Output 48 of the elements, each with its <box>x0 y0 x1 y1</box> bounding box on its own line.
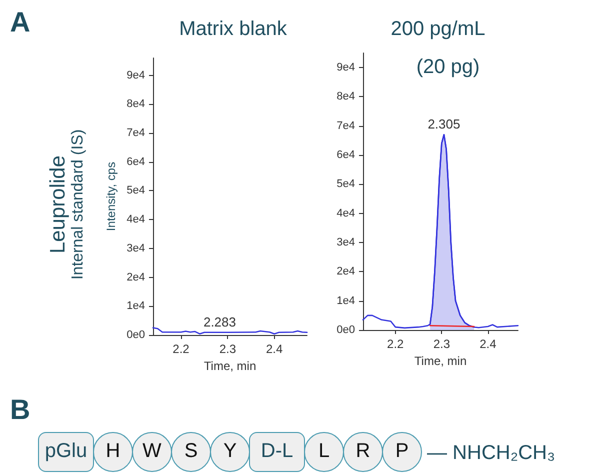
y-tick-label: 7e4 <box>336 120 355 132</box>
y-tick-label: 3e4 <box>126 242 145 254</box>
text: L <box>317 440 331 463</box>
x-axis-title: Time, min <box>414 354 467 368</box>
y-tick-label: 9e4 <box>336 62 355 74</box>
y-tick-label: 4e4 <box>126 214 145 226</box>
y-tick-label: 3e4 <box>336 236 355 249</box>
y-tick-label: 5e4 <box>126 184 145 197</box>
chart-title: 200 pg/mL <box>390 18 486 40</box>
text: B <box>10 394 30 426</box>
y-tick-label: 9e4 <box>126 69 145 82</box>
text: D-L <box>260 440 294 463</box>
y-tick-label: 6e4 <box>336 149 355 162</box>
text: Internal standard (IS) <box>70 129 86 280</box>
y-tick-label: 0e0 <box>336 324 355 336</box>
text: Leuprolide <box>46 155 70 254</box>
text: W <box>142 440 162 463</box>
y-tick-label: 2e4 <box>336 266 355 278</box>
y-tick-label: 7e4 <box>126 127 145 140</box>
text: R <box>354 440 372 463</box>
x-axis-title: Time, min <box>204 358 256 373</box>
chart-subtitle: (20 pg) <box>416 56 480 78</box>
text: A <box>10 6 30 38</box>
y-tick-label: 0e0 <box>126 329 145 341</box>
y-tick-label: 4e4 <box>336 207 355 220</box>
text: — NHCH₂CH₃ <box>427 442 556 465</box>
y-axis-title: Intensity, cps <box>104 162 118 232</box>
y-tick-label: 1e4 <box>126 300 145 312</box>
x-tick-label: 2.4 <box>266 342 283 356</box>
text: Y <box>222 440 238 463</box>
x-tick-label: 2.3 <box>433 337 450 351</box>
y-tick-label: 5e4 <box>336 178 355 190</box>
text: pGlu <box>44 440 88 463</box>
text: P <box>394 440 410 463</box>
text: S <box>183 440 199 463</box>
text: H <box>104 440 122 463</box>
y-tick-label: 6e4 <box>126 156 145 168</box>
y-tick-label: 8e4 <box>126 98 145 110</box>
x-tick-label: 2.3 <box>219 342 236 356</box>
annotation: 2.305 <box>428 116 460 132</box>
y-tick-label: 8e4 <box>336 90 355 103</box>
x-tick-label: 2.4 <box>480 337 497 351</box>
annotation: 2.283 <box>203 314 236 330</box>
chart-title: Matrix blank <box>179 18 288 40</box>
x-tick-label: 2.2 <box>172 342 190 356</box>
y-tick-label: 2e4 <box>126 271 145 284</box>
x-tick-label: 2.2 <box>387 337 404 351</box>
y-tick-label: 1e4 <box>336 294 355 307</box>
